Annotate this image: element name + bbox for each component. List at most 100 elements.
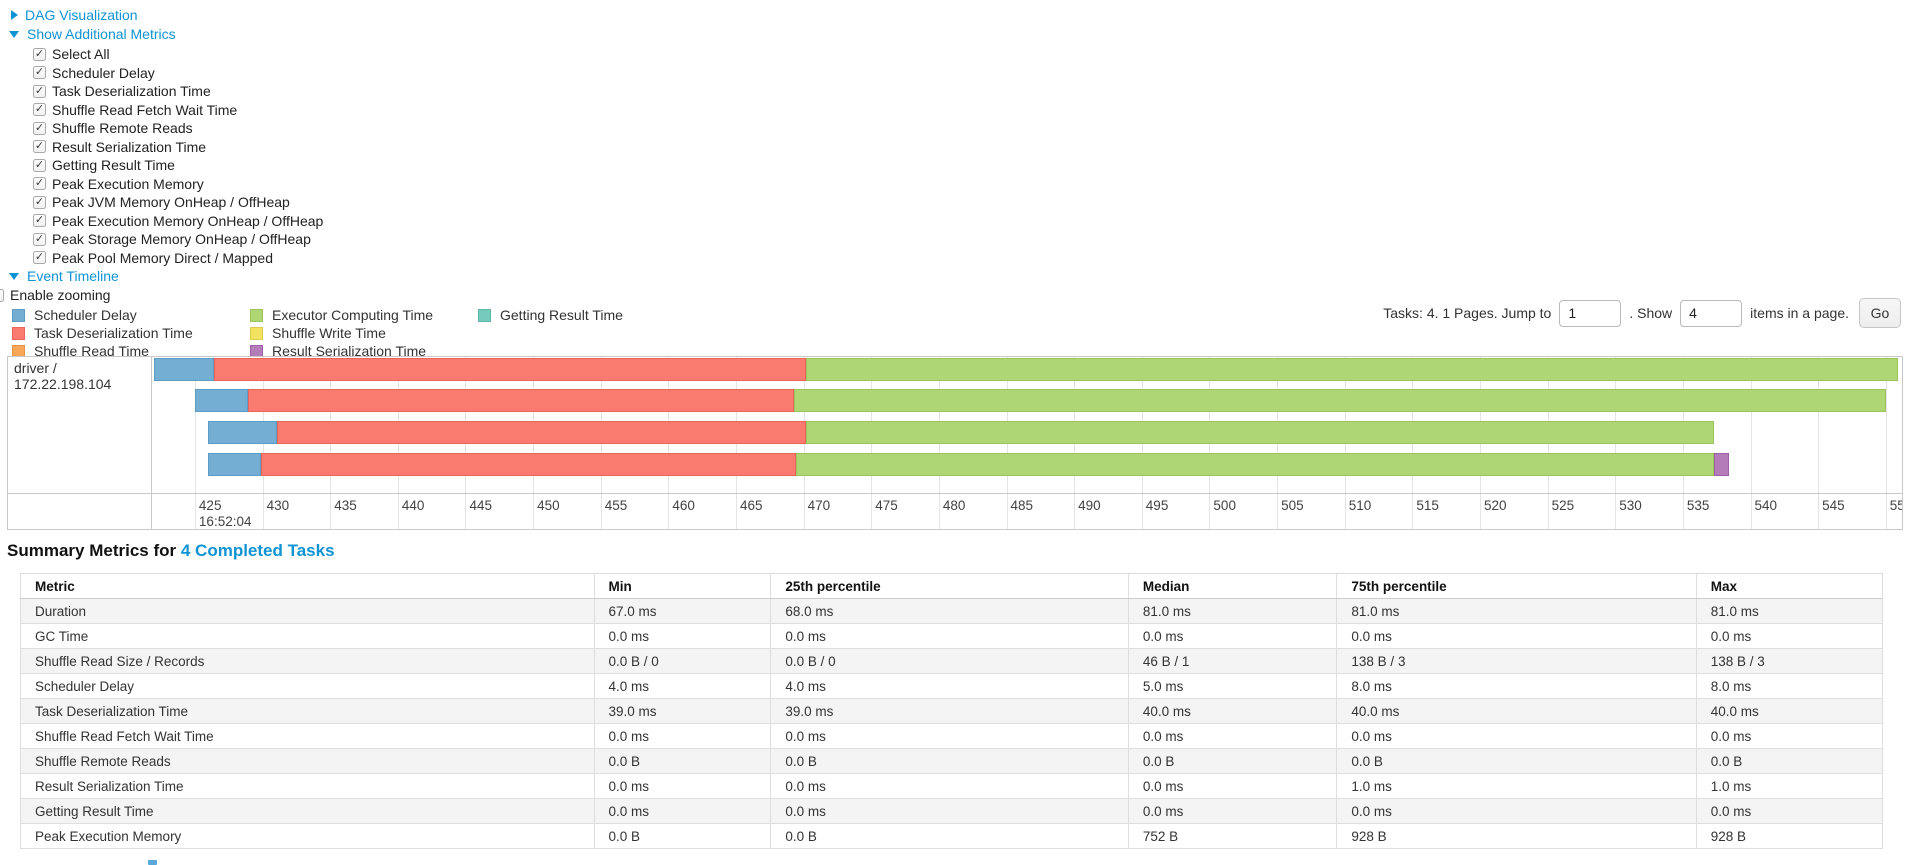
metric-checkbox[interactable]: ✓ xyxy=(33,232,46,246)
metric-checkbox[interactable]: ✓ xyxy=(33,84,46,98)
show-additional-metrics-link[interactable]: Show Additional Metrics xyxy=(27,26,176,42)
metric-checkbox-row: ✓ Shuffle Read Fetch Wait Time xyxy=(33,101,323,119)
go-button[interactable]: Go xyxy=(1859,298,1901,328)
legend-label: Task Deserialization Time xyxy=(34,325,193,341)
axis-separator xyxy=(8,493,1902,494)
task-bar-segment-scheduler_delay[interactable] xyxy=(208,421,278,444)
metric-checkbox-label: Shuffle Remote Reads xyxy=(52,120,193,136)
task-bar-segment-executor_computing[interactable] xyxy=(794,389,1886,412)
table-cell: 0.0 B / 0 xyxy=(593,648,772,674)
metric-checkbox[interactable]: ✓ xyxy=(33,177,46,190)
table-cell: 1.0 ms xyxy=(1336,773,1697,799)
legend-item: Shuffle Write Time xyxy=(250,324,478,342)
table-cell: 0.0 ms xyxy=(1336,723,1697,749)
table-cell: 0.0 ms xyxy=(593,723,772,749)
event-timeline-toggle[interactable]: Event Timeline xyxy=(8,267,323,285)
summary-metrics-table: Metric Min 25th percentile Median 75th perce… xyxy=(20,573,1884,849)
metric-checkbox[interactable]: ✓ xyxy=(33,103,46,116)
metric-checkbox[interactable]: ✓ xyxy=(33,214,46,227)
axis-tick-label: 545 xyxy=(1822,498,1845,513)
table-cell: Duration xyxy=(20,598,595,624)
table-cell: 0.0 ms xyxy=(770,798,1129,824)
table-cell: 81.0 ms xyxy=(1336,598,1697,624)
items-per-page-input[interactable] xyxy=(1680,299,1743,327)
enable-zooming-checkbox[interactable] xyxy=(0,288,4,302)
legend-swatch-icon xyxy=(12,326,25,340)
axis-tick-label: 450 xyxy=(537,498,560,513)
table-row: Peak Execution Memory 0.0 B 0.0 B 752 B 928 … xyxy=(20,823,1884,849)
summary-title-text: Summary Metrics for xyxy=(7,541,177,560)
task-bar-segment-executor_computing[interactable] xyxy=(795,453,1714,476)
table-row: Shuffle Read Size / Records 0.0 B / 0 0.0 … xyxy=(20,648,1884,674)
timeline-plot-area: 425 430 435 440 445 450 455 460 465 470 475 480 485 4… xyxy=(153,357,1902,529)
task-bar-segment-scheduler_delay[interactable] xyxy=(194,389,248,412)
table-row: Scheduler Delay 4.0 ms 4.0 ms 5.0 ms 8.0 ms 8… xyxy=(20,673,1884,699)
table-cell: 0.0 ms xyxy=(593,623,772,649)
task-bar-segment-task_deserialization[interactable] xyxy=(247,389,795,412)
executor-group-label: driver / 172.22.198.104 xyxy=(8,357,152,529)
metric-checkbox-row: ✓ Select All xyxy=(33,45,323,63)
table-cell: 0.0 B xyxy=(1695,748,1884,774)
axis-tick-label: 430 xyxy=(266,498,290,513)
metric-checkbox[interactable]: ✓ xyxy=(33,47,46,61)
table-cell: 0.0 ms xyxy=(770,773,1129,799)
table-cell: 138 B / 3 xyxy=(1336,648,1697,674)
axis-tick-label: 440 xyxy=(401,498,425,513)
axis-tick-label: 490 xyxy=(1078,498,1101,513)
table-cell: 0.0 ms xyxy=(1695,723,1884,749)
metric-checkbox[interactable]: ✓ xyxy=(33,140,46,153)
task-bar-segment-scheduler_delay[interactable] xyxy=(154,358,214,381)
legend-item: Scheduler Delay xyxy=(12,306,250,324)
task-bar-segment-task_deserialization[interactable] xyxy=(213,358,807,381)
expanded-arrow-icon xyxy=(9,30,19,38)
task-bar-segment-executor_computing[interactable] xyxy=(806,358,1898,381)
metric-checkbox[interactable]: ✓ xyxy=(33,251,46,264)
legend-swatch-icon xyxy=(250,326,263,340)
table-column-header: Min xyxy=(593,573,772,599)
task-bar-segment-executor_computing[interactable] xyxy=(806,421,1714,444)
legend-item: Task Deserialization Time xyxy=(12,324,250,342)
axis-tick-label: 510 xyxy=(1348,498,1372,513)
metric-checkbox-row: ✓ Peak Pool Memory Direct / Mapped xyxy=(33,249,323,267)
metric-checkbox-label: Peak Execution Memory xyxy=(52,175,204,192)
table-cell: 81.0 ms xyxy=(1695,598,1884,624)
table-cell: 1.0 ms xyxy=(1695,773,1884,799)
task-bar-segment-result_serialization[interactable] xyxy=(1713,453,1729,476)
axis-tick-label: 425 xyxy=(198,498,222,513)
table-cell: 0.0 B xyxy=(1127,748,1338,774)
metric-checkbox[interactable]: ✓ xyxy=(33,66,46,79)
metric-checkbox[interactable]: ✓ xyxy=(33,121,46,135)
dag-visualization-toggle[interactable]: DAG Visualization xyxy=(8,6,323,24)
dag-visualization-link[interactable]: DAG Visualization xyxy=(25,7,138,23)
table-cell: 0.0 B xyxy=(770,748,1129,774)
legend-swatch-icon xyxy=(478,308,491,322)
legend-swatch-icon xyxy=(12,308,25,322)
metric-checkbox[interactable]: ✓ xyxy=(33,195,46,209)
legend-label: Shuffle Read Time xyxy=(34,343,149,359)
table-cell: 0.0 ms xyxy=(1336,623,1697,649)
axis-time-label: 16:52:04 xyxy=(198,514,252,529)
table-cell: Scheduler Delay xyxy=(20,673,595,699)
metric-checkbox[interactable]: ✓ xyxy=(33,158,46,172)
axis-tick-label: 525 xyxy=(1551,498,1575,513)
jump-to-page-input[interactable] xyxy=(1559,299,1622,327)
table-cell: 0.0 B xyxy=(1336,748,1697,774)
table-cell: 928 B xyxy=(1695,823,1884,849)
metric-checkbox-label: Peak JVM Memory OnHeap / OffHeap xyxy=(52,194,290,210)
pagination-text: . Show xyxy=(1629,305,1673,321)
metric-checkbox-row: ✓ Peak Execution Memory OnHeap / OffHeap xyxy=(33,212,323,230)
task-bar-segment-task_deserialization[interactable] xyxy=(277,421,807,444)
legend-label: Getting Result Time xyxy=(500,307,623,323)
table-cell: 0.0 ms xyxy=(1127,723,1338,749)
completed-tasks-link[interactable]: 4 Completed Tasks xyxy=(180,541,335,560)
event-timeline-link[interactable]: Event Timeline xyxy=(27,268,119,284)
task-bar-segment-scheduler_delay[interactable] xyxy=(208,453,262,476)
legend-label: Scheduler Delay xyxy=(34,307,137,323)
table-cell: 40.0 ms xyxy=(1695,698,1884,724)
show-additional-metrics-toggle[interactable]: Show Additional Metrics xyxy=(8,25,323,43)
axis-tick-label: 455 xyxy=(604,498,628,513)
task-bar-segment-task_deserialization[interactable] xyxy=(261,453,796,476)
metric-checkbox-label: Peak Storage Memory OnHeap / OffHeap xyxy=(52,231,311,247)
axis-gridline xyxy=(194,357,196,529)
table-header-row: Metric Min 25th percentile Median 75th perce… xyxy=(20,573,1884,599)
